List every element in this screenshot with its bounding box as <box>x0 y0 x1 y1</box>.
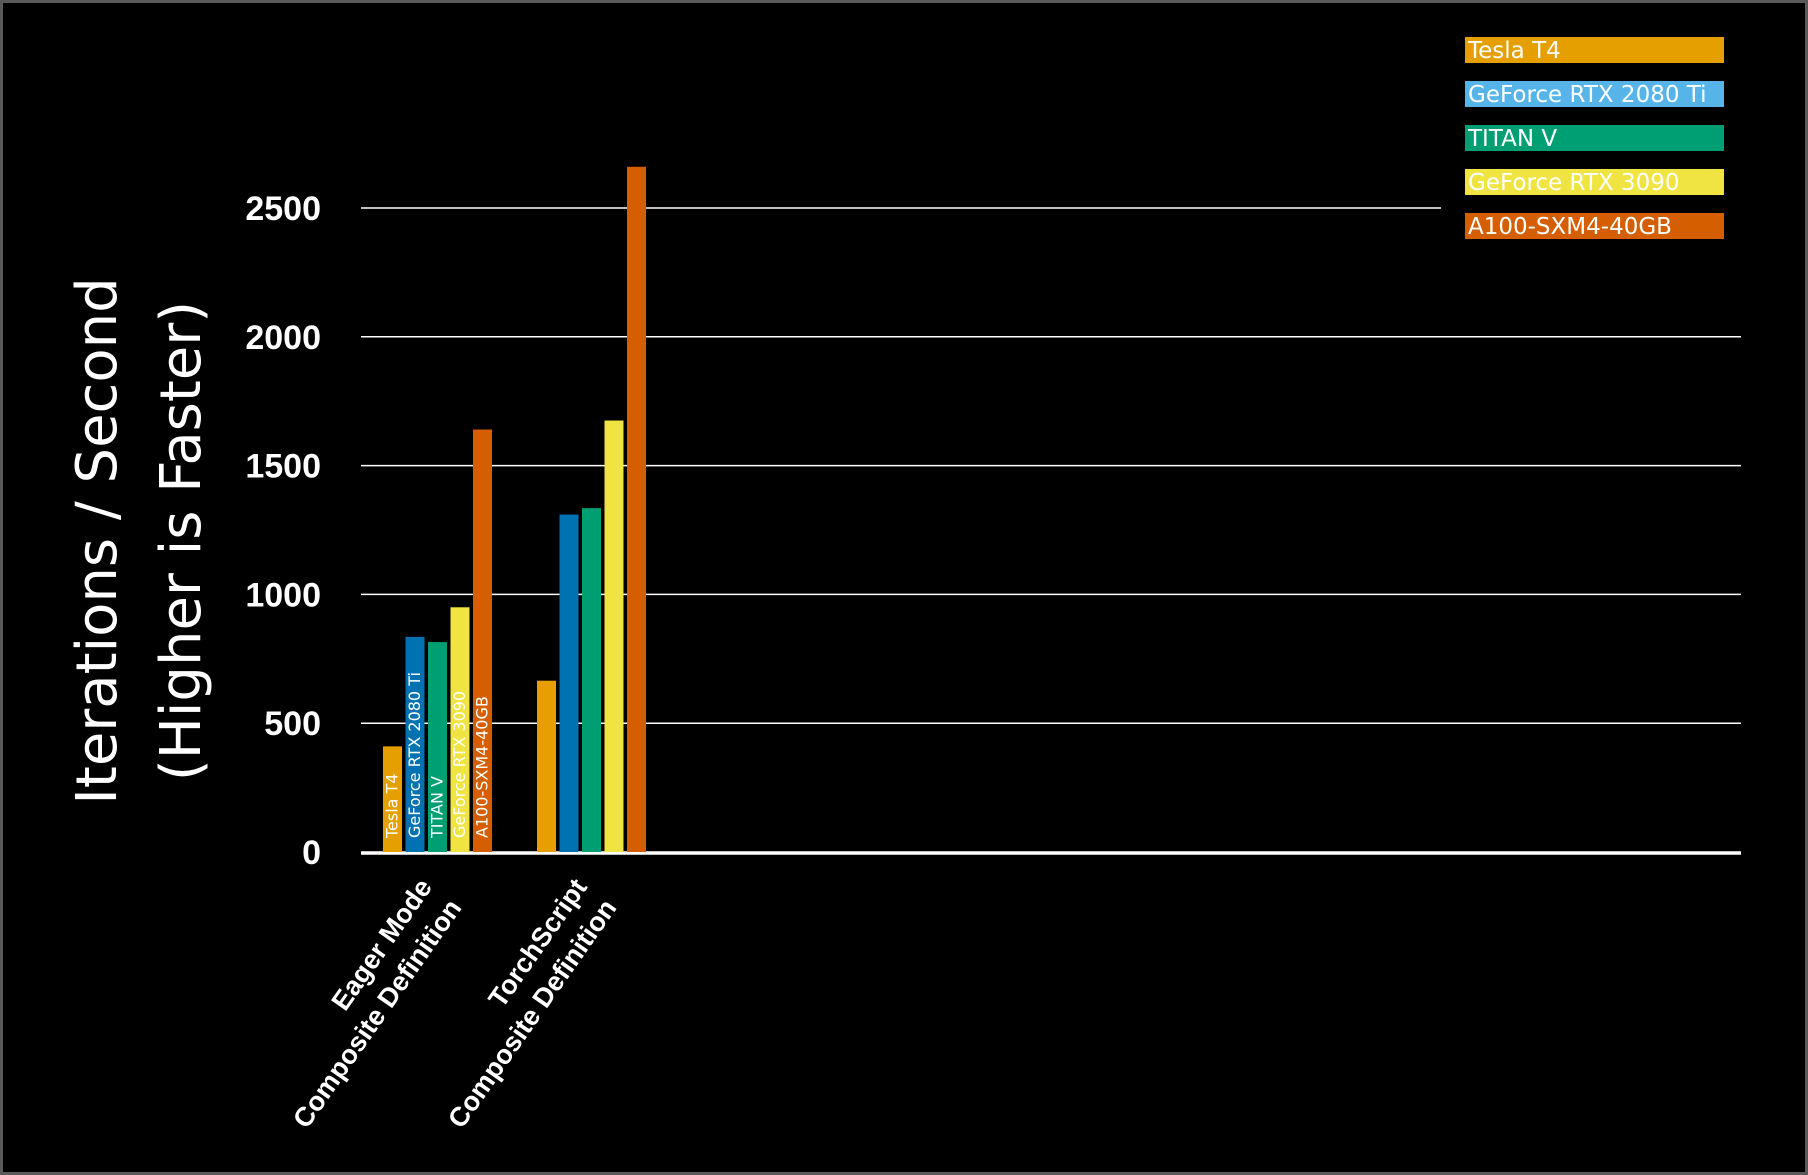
bar <box>537 680 556 852</box>
legend-swatch <box>1465 213 1724 239</box>
bar <box>473 429 492 852</box>
chart-frame: Tesla T4 GeForce RTX 2080 Ti TITAN V GeForc… <box>3 3 1805 1172</box>
legend-label: TITAN V <box>1467 126 1557 152</box>
legend-swatch <box>1465 125 1724 151</box>
y-tick-label: 0 <box>302 834 321 872</box>
bar-label: A100-SXM4-40GB <box>473 696 492 838</box>
legend-label: Tesla T4 <box>1467 38 1561 64</box>
bar <box>405 636 425 852</box>
bar <box>383 746 402 852</box>
legend-label: GeForce RTX 3090 <box>1468 170 1679 196</box>
bars <box>383 166 646 852</box>
bar-label: TITAN V <box>428 776 447 839</box>
bar <box>559 514 579 852</box>
y-axis-title: Iterations / Second (Higher is Faster) <box>65 277 214 804</box>
y-axis-title-line: Iterations / Second <box>65 277 130 804</box>
bar <box>450 607 470 852</box>
legend-swatch <box>1465 81 1724 107</box>
legend-swatch <box>1465 37 1724 63</box>
bar-label: GeForce RTX 2080 Ti <box>405 672 424 838</box>
legend-swatch <box>1465 169 1724 195</box>
bar <box>627 166 646 852</box>
legend-label: A100-SXM4-40GB <box>1468 214 1672 240</box>
y-axis-title-line: (Higher is Faster) <box>149 301 214 781</box>
y-tick-label: 1500 <box>245 448 321 486</box>
legend: Tesla T4 GeForce RTX 2080 Ti TITAN V GeForc… <box>1441 31 1746 240</box>
y-axis-title-group: Iterations / Second (Higher is Faster) <box>65 277 214 804</box>
y-tick-label: 500 <box>264 705 321 743</box>
y-tick-label: 1000 <box>245 576 321 614</box>
bar-labels: Tesla T4 GeForce RTX 2080 Ti TITAN V GeForc… <box>383 672 492 839</box>
bar <box>604 420 624 852</box>
bar-label: GeForce RTX 3090 <box>450 691 469 838</box>
y-tick-label: 2000 <box>245 319 321 357</box>
bar-label: Tesla T4 <box>383 773 402 839</box>
bar-chart: Tesla T4 GeForce RTX 2080 Ti TITAN V GeForc… <box>65 31 1746 1133</box>
y-tick-labels: 0 500 1000 1500 2000 2500 <box>245 190 321 872</box>
bar <box>582 508 601 852</box>
legend-label: GeForce RTX 2080 Ti <box>1468 82 1707 108</box>
bar <box>428 642 447 852</box>
y-tick-label: 2500 <box>245 190 321 228</box>
